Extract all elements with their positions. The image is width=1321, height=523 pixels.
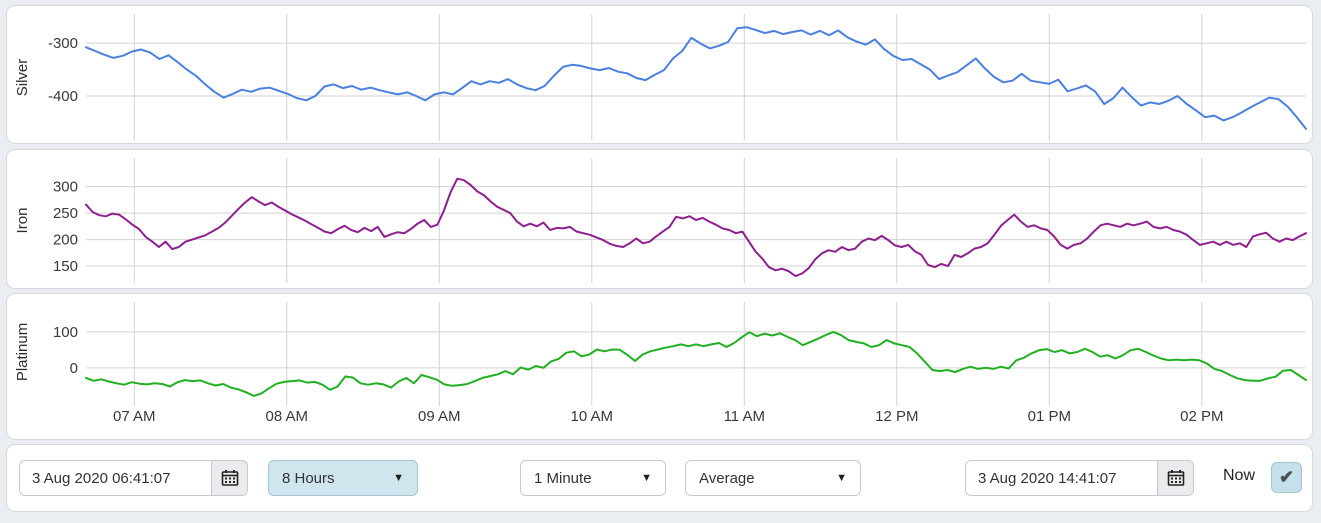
svg-text:08 AM: 08 AM xyxy=(266,408,309,425)
svg-text:02 PM: 02 PM xyxy=(1180,408,1223,425)
chevron-down-icon: ▼ xyxy=(393,472,404,484)
end-datetime-input[interactable] xyxy=(965,460,1157,496)
time-range-value: 8 Hours xyxy=(282,469,335,487)
aggregate-value: Average xyxy=(699,469,755,487)
silver-chart[interactable]: -300 -400 Silver xyxy=(7,6,1312,145)
svg-text:11 AM: 11 AM xyxy=(724,408,765,425)
svg-text:150: 150 xyxy=(53,258,78,275)
svg-text:07 AM: 07 AM xyxy=(113,408,156,425)
start-datetime-group xyxy=(19,460,248,496)
now-checkbox[interactable]: ✔ xyxy=(1271,462,1302,493)
svg-text:300: 300 xyxy=(53,179,78,196)
silver-chart-panel: -300 -400 Silver xyxy=(6,5,1313,144)
svg-text:12 PM: 12 PM xyxy=(875,408,918,425)
svg-text:01 PM: 01 PM xyxy=(1028,408,1071,425)
svg-text:100: 100 xyxy=(53,324,78,341)
svg-text:250: 250 xyxy=(53,205,78,222)
iron-chart-panel: 300 250 200 150 Iron xyxy=(6,149,1313,289)
end-calendar-button[interactable] xyxy=(1157,460,1194,496)
time-controls-panel: 8 Hours ▼ 1 Minute ▼ Average ▼ Now ✔ xyxy=(6,444,1313,512)
svg-text:200: 200 xyxy=(53,232,78,249)
chevron-down-icon: ▼ xyxy=(836,472,847,484)
checkmark-icon: ✔ xyxy=(1278,467,1295,487)
svg-text:Iron: Iron xyxy=(14,208,31,234)
calendar-icon xyxy=(221,470,238,486)
svg-text:10 AM: 10 AM xyxy=(571,408,614,425)
svg-text:-300: -300 xyxy=(48,35,78,52)
end-datetime-group xyxy=(965,460,1194,496)
aggregate-select[interactable]: Average ▼ xyxy=(685,460,861,496)
platinum-chart-panel: 100 0 07 AM 08 AM 09 AM 10 AM 11 AM 12 PM 01 PM 0… xyxy=(6,293,1313,440)
now-label: Now xyxy=(1223,467,1256,484)
iron-chart[interactable]: 300 250 200 150 Iron xyxy=(7,150,1312,290)
svg-text:-400: -400 xyxy=(48,88,78,105)
interval-select[interactable]: 1 Minute ▼ xyxy=(520,460,666,496)
svg-text:09 AM: 09 AM xyxy=(418,408,461,425)
time-range-select[interactable]: 8 Hours ▼ xyxy=(268,460,418,496)
start-calendar-button[interactable] xyxy=(211,460,248,496)
svg-text:Silver: Silver xyxy=(14,59,31,97)
svg-text:0: 0 xyxy=(70,360,78,377)
chevron-down-icon: ▼ xyxy=(641,472,652,484)
interval-value: 1 Minute xyxy=(534,469,592,487)
platinum-chart[interactable]: 100 0 07 AM 08 AM 09 AM 10 AM 11 AM 12 PM 01 PM 0… xyxy=(7,294,1312,441)
calendar-icon xyxy=(1167,470,1184,486)
start-datetime-input[interactable] xyxy=(19,460,211,496)
svg-text:Platinum: Platinum xyxy=(14,323,31,381)
